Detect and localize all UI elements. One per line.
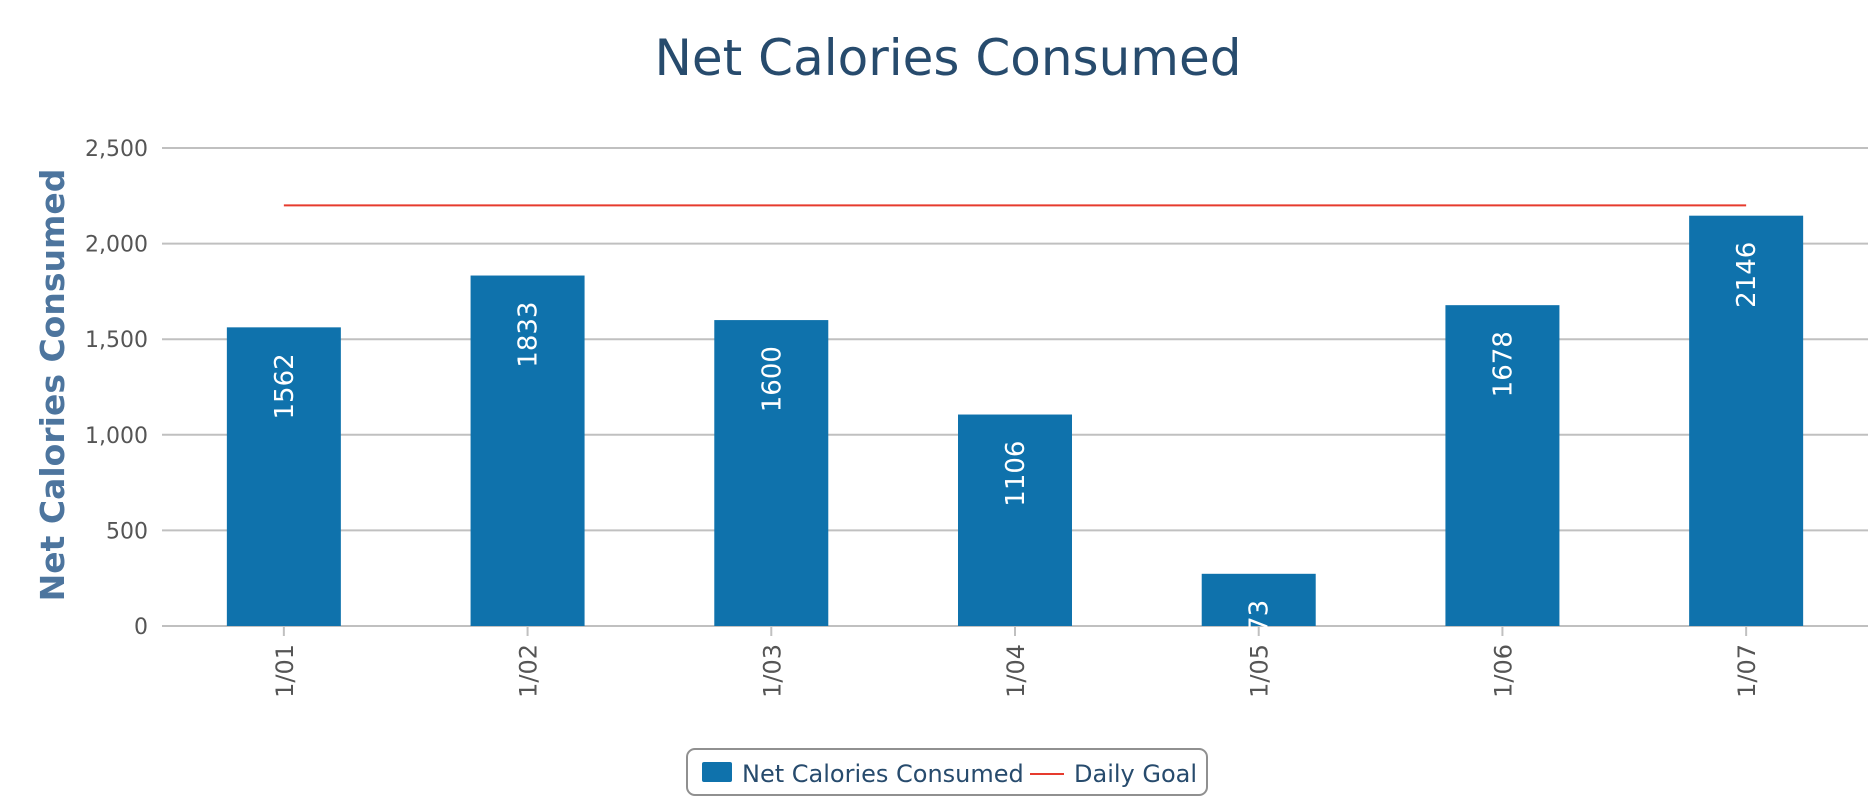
legend-item-goal[interactable]: Daily Goal: [1030, 760, 1197, 788]
legend-bar-label: Net Calories Consumed: [742, 760, 1024, 788]
y-tick-label: 500: [106, 519, 148, 544]
x-tick-label: 1/01: [271, 644, 299, 698]
y-tick-label: 2,500: [85, 137, 148, 162]
bar[interactable]: [1689, 215, 1804, 626]
bar[interactable]: [226, 327, 341, 626]
x-tick-label: 1/05: [1246, 644, 1274, 698]
x-tick-label: 1/07: [1733, 644, 1761, 698]
bar-data-label: 273: [1245, 600, 1275, 650]
bar-data-label: 1833: [514, 302, 544, 368]
y-axis-title: Net Calories Consumed: [33, 169, 72, 602]
bar-data-label: 2146: [1732, 242, 1762, 308]
legend-goal-label: Daily Goal: [1074, 760, 1197, 788]
bar[interactable]: [1201, 573, 1316, 626]
bar[interactable]: [714, 320, 829, 626]
bar-data-label: 1678: [1488, 331, 1518, 397]
bar-data-label: 1106: [1001, 441, 1031, 507]
bar-series: 1562 1833 1600 1106 273 1678 2146: [226, 215, 1804, 650]
y-tick-label: 1,000: [85, 424, 148, 449]
y-tick-label: 1,500: [85, 328, 148, 353]
x-tick-label: 1/06: [1489, 644, 1517, 698]
legend-item-bars[interactable]: Net Calories Consumed: [702, 760, 1024, 788]
x-tick-label: 1/02: [515, 644, 543, 698]
bar-data-label: 1562: [270, 353, 300, 419]
y-tick-label: 0: [134, 615, 148, 640]
legend-bar-swatch: [702, 762, 732, 782]
bar[interactable]: [470, 275, 585, 626]
y-axis-ticks: 0 500 1,000 1,500 2,000 2,500: [85, 137, 148, 640]
legend-box: [686, 748, 1208, 796]
chart-title: Net Calories Consumed: [655, 29, 1242, 87]
bar[interactable]: [1445, 305, 1560, 626]
x-tick-label: 1/04: [1002, 644, 1030, 698]
bar-data-label: 1600: [757, 346, 787, 412]
x-tick-label: 1/03: [758, 644, 786, 698]
bar[interactable]: [958, 414, 1072, 626]
legend: Net Calories Consumed Daily Goal: [686, 748, 1208, 796]
y-tick-label: 2,000: [85, 233, 148, 258]
x-axis-ticks: 1/01 1/02 1/03 1/04 1/05 1/06 1/07: [271, 626, 1761, 698]
